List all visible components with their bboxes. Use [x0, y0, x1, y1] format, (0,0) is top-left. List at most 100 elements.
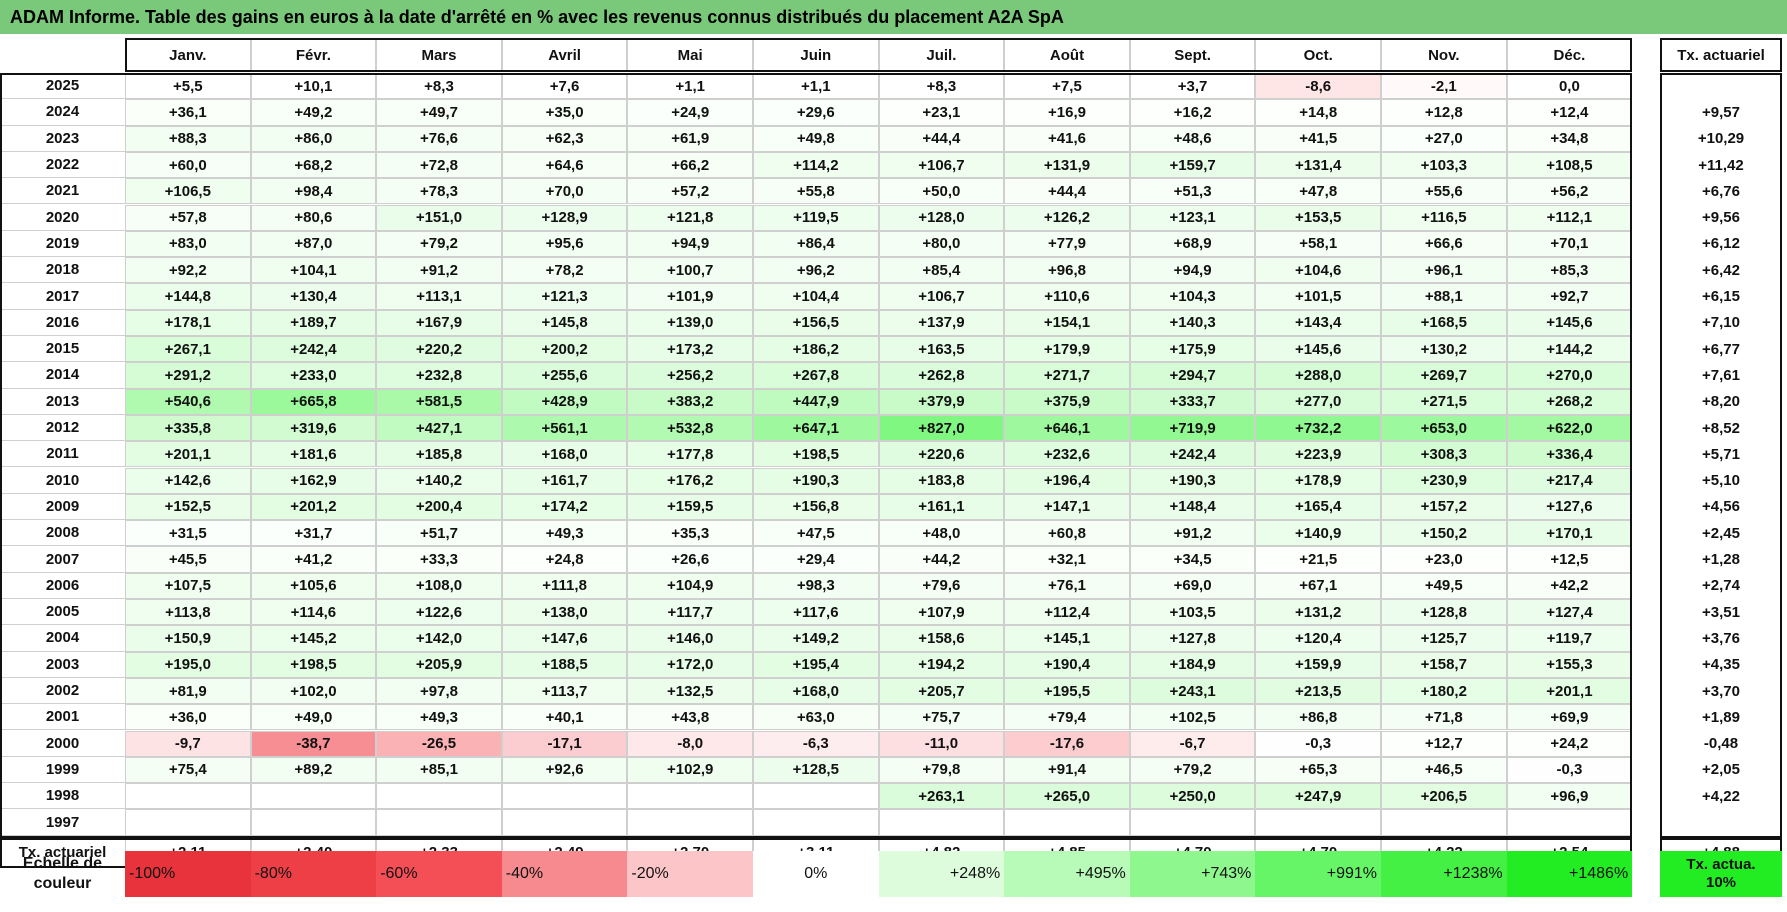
- value-cell: +49,5: [1381, 572, 1507, 599]
- rate-header: Tx. actuariel: [1660, 38, 1782, 72]
- value-cell: +66,2: [627, 151, 753, 179]
- value-cell: +217,4: [1506, 467, 1633, 494]
- value-cell: -9,7: [125, 730, 251, 757]
- value-cell: +140,2: [376, 467, 502, 494]
- value-cell: +232,8: [376, 362, 502, 389]
- year-label: 2020: [0, 205, 125, 231]
- rate-cell: +3,51: [1702, 603, 1740, 621]
- legend-swatch: -20%: [627, 851, 753, 897]
- rate-cell: +6,15: [1702, 288, 1740, 306]
- value-cell: +16,2: [1129, 99, 1256, 126]
- value-cell: +146,0: [627, 625, 753, 652]
- value-cell: +31,7: [250, 520, 377, 547]
- value-cell: +104,6: [1255, 257, 1381, 284]
- value-cell: +186,2: [753, 336, 879, 363]
- value-cell: +153,5: [1255, 204, 1381, 231]
- year-label: 2014: [0, 362, 125, 389]
- value-cell: +29,6: [753, 99, 879, 126]
- empty-cell: [250, 809, 377, 836]
- value-cell: +333,7: [1129, 388, 1256, 415]
- value-cell: +294,7: [1129, 362, 1256, 389]
- value-cell: +230,9: [1381, 467, 1507, 494]
- value-cell: +92,2: [125, 257, 251, 284]
- year-label: 2016: [0, 310, 125, 336]
- legend-swatch: 0%: [753, 851, 879, 897]
- rate-cell: +8,52: [1702, 419, 1740, 437]
- value-cell: +162,9: [250, 467, 377, 494]
- empty-cell: [376, 809, 502, 836]
- value-cell: +267,8: [753, 362, 879, 389]
- value-cell: +127,4: [1506, 599, 1633, 626]
- value-cell: +156,8: [753, 493, 879, 521]
- year-label: 2022: [0, 152, 125, 179]
- value-cell: +269,7: [1381, 362, 1507, 389]
- value-cell: +36,0: [125, 704, 251, 731]
- value-cell: +201,1: [1506, 677, 1633, 705]
- value-cell: +72,8: [376, 151, 502, 179]
- value-cell: +12,4: [1506, 99, 1633, 126]
- column-header: Nov.: [1381, 38, 1507, 72]
- legend-swatch: +495%: [1004, 851, 1130, 897]
- value-cell: +103,5: [1129, 599, 1256, 626]
- value-cell: +178,9: [1255, 467, 1381, 494]
- value-cell: +232,6: [1004, 441, 1130, 468]
- value-cell: +102,9: [627, 756, 753, 784]
- rate-cell: +9,57: [1702, 103, 1740, 121]
- value-cell: +85,3: [1506, 257, 1633, 284]
- value-cell: +43,8: [627, 704, 753, 731]
- value-cell: +106,7: [878, 151, 1005, 179]
- value-cell: +91,2: [1129, 520, 1256, 547]
- year-label: 2025: [0, 73, 125, 100]
- value-cell: +145,1: [1004, 625, 1130, 652]
- value-cell: -38,7: [250, 730, 377, 757]
- value-cell: +41,5: [1255, 125, 1381, 152]
- value-cell: +128,0: [878, 204, 1005, 231]
- value-cell: +145,2: [250, 625, 377, 652]
- legend-swatch: +248%: [878, 851, 1005, 897]
- value-cell: +49,3: [376, 704, 502, 731]
- value-cell: +213,5: [1255, 677, 1381, 705]
- value-cell: +102,0: [250, 677, 377, 705]
- value-cell: +190,4: [1004, 651, 1130, 678]
- column-header: Févr.: [250, 38, 377, 72]
- value-cell: +71,8: [1381, 704, 1507, 731]
- year-label: 2003: [0, 652, 125, 678]
- rate-cell: +1,89: [1702, 708, 1740, 726]
- value-cell: +375,9: [1004, 388, 1130, 415]
- value-cell: +159,9: [1255, 651, 1381, 678]
- value-cell: +27,0: [1381, 125, 1507, 152]
- value-cell: +131,2: [1255, 599, 1381, 626]
- column-header: Janv.: [125, 38, 251, 72]
- value-cell: +161,1: [878, 493, 1005, 521]
- value-cell: +243,1: [1129, 677, 1256, 705]
- value-cell: -17,6: [1004, 730, 1130, 757]
- value-cell: +21,5: [1255, 546, 1381, 573]
- value-cell: +138,0: [501, 599, 628, 626]
- value-cell: +168,0: [501, 441, 628, 468]
- value-cell: +158,6: [878, 625, 1005, 652]
- value-cell: +24,9: [627, 99, 753, 126]
- legend-swatch: +1238%: [1381, 851, 1507, 897]
- value-cell: +277,0: [1255, 388, 1381, 415]
- value-cell: +8,3: [376, 73, 502, 100]
- value-cell: +104,3: [1129, 283, 1256, 310]
- empty-cell: [1255, 809, 1381, 836]
- value-cell: +89,2: [250, 756, 377, 784]
- value-cell: +40,1: [501, 704, 628, 731]
- year-label: 2007: [0, 546, 125, 573]
- value-cell: +181,6: [250, 441, 377, 468]
- value-cell: +139,0: [627, 309, 753, 336]
- value-cell: +35,3: [627, 520, 753, 547]
- value-cell: +79,6: [878, 572, 1005, 599]
- value-cell: +80,6: [250, 204, 377, 231]
- value-cell: +262,8: [878, 362, 1005, 389]
- value-cell: +732,2: [1255, 414, 1381, 442]
- value-cell: +104,9: [627, 572, 753, 599]
- value-cell: +100,7: [627, 257, 753, 284]
- column-header: Oct.: [1255, 38, 1381, 72]
- value-cell: +67,1: [1255, 572, 1381, 599]
- value-cell: +106,7: [878, 283, 1005, 310]
- value-cell: +622,0: [1506, 414, 1633, 442]
- value-cell: +827,0: [878, 414, 1005, 442]
- value-cell: +177,8: [627, 441, 753, 468]
